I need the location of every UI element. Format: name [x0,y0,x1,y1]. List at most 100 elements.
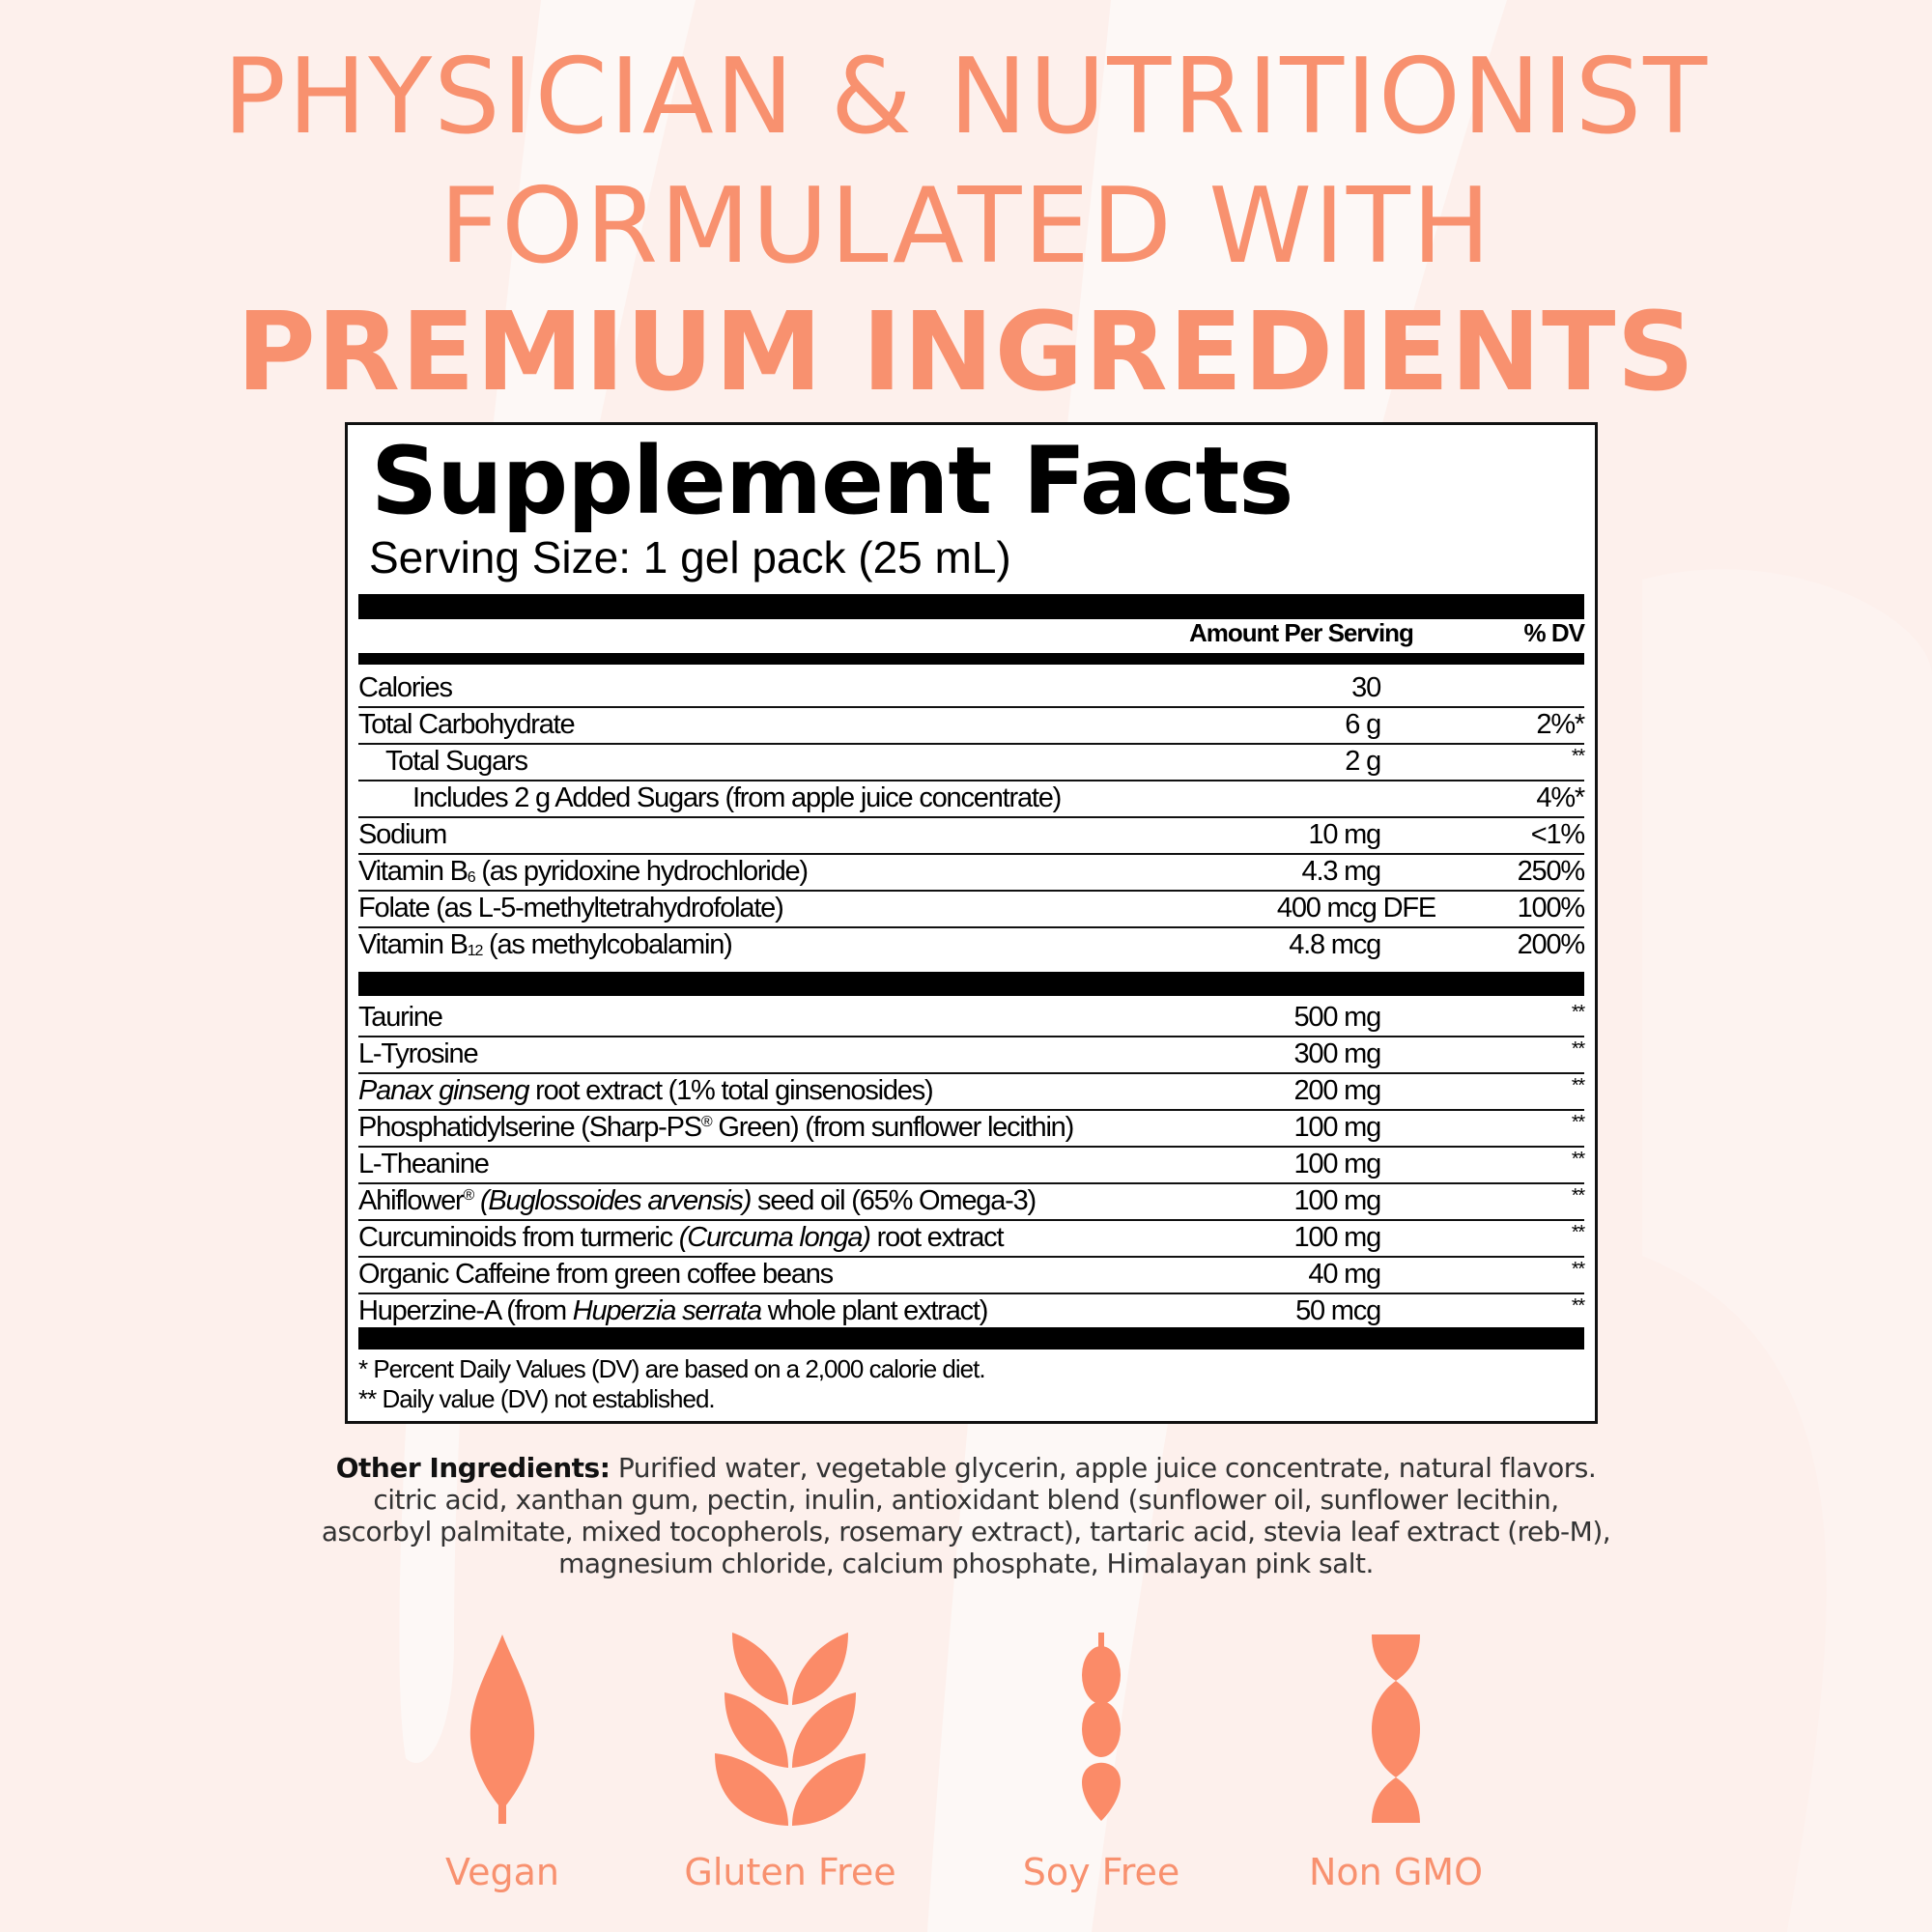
table-row: Curcuminoids from turmeric (Curcuma long… [358,1219,1585,1258]
badge-label: Soy Free [1022,1851,1180,1893]
table-row: Sodium 10 mg <1% [358,816,1585,855]
label-segment: ® [700,1114,713,1130]
row-label: Organic Caffeine from green coffee beans [358,1259,834,1291]
table-row: Vitamin B12 (as methylcobalamin) 4.8 mcg 2… [358,926,1586,963]
dna-helix-icon [1372,1634,1420,1823]
row-dv: ** [1571,1002,1585,1023]
row-dv: ** [1571,746,1585,767]
footnote-dv-not-established: ** Daily value (DV) not established. [358,1384,716,1413]
thick-divider [358,972,1584,996]
label-segment: Ahiflower [358,1185,465,1216]
leaf-icon [469,1634,535,1824]
row-amount: 4.3 mg [1301,856,1382,887]
row-label: L-Tyrosine [358,1038,479,1070]
row-label: Ahiflower® (Buglossoides arvensis) seed … [358,1185,1037,1217]
badge-label: Non GMO [1309,1851,1483,1893]
row-label: Panax ginseng root extract (1% total gin… [358,1075,934,1107]
table-row: Vitamin B6 (as pyridoxine hydrochloride)… [358,853,1585,892]
footnote-daily-values: * Percent Daily Values (DV) are based on… [358,1354,986,1383]
label-segment: 12 [467,943,484,959]
row-dv: ** [1571,1222,1585,1243]
header-amount-per-serving: Amount Per Serving [1189,618,1414,647]
badge-gluten-free: Gluten Free [665,1633,916,1893]
badge-label: Gluten Free [684,1851,896,1893]
row-amount: 6 g [1345,709,1381,740]
thick-divider [358,594,1584,619]
row-amount: 2 g [1345,746,1381,777]
row-dv: 2%* [1536,709,1585,740]
row-amount: 400 mcg DFE [1276,893,1436,923]
label-segment: Huperzine-A (from [358,1295,573,1326]
row-dv: ** [1571,1149,1585,1170]
row-dv: ** [1571,1038,1585,1060]
label-segment: Sodium [358,819,447,850]
table-row: Total Carbohydrate 6 g 2%* [358,706,1585,745]
row-label: Total Carbohydrate [358,709,576,741]
badge-vegan: Vegan [377,1633,628,1893]
soybean-pod-icon [1082,1633,1121,1821]
serving-size: Serving Size: 1 gel pack (25 mL) [369,532,1011,582]
headline-line-2: FORMULATED WITH [439,166,1493,287]
headline-line-1: PHYSICIAN & NUTRITIONIST [222,37,1710,157]
wheat-icon [715,1633,866,1826]
label-segment: L-Tyrosine [358,1038,479,1069]
other-ingredients: Other Ingredients: Purified water, veget… [319,1452,1613,1579]
row-label: Vitamin B6 (as pyridoxine hydrochloride) [358,856,809,888]
row-amount: 40 mg [1308,1259,1381,1290]
row-dv: <1% [1530,819,1585,850]
row-label: Folate (as L-5-methyltetrahydrofolate) [358,893,784,924]
label-segment: Green) (from sunflower lecithin) [711,1112,1074,1143]
medium-divider [358,653,1584,665]
row-amount: 300 mg [1293,1038,1381,1069]
label-segment: Total Sugars [385,746,528,777]
badge-non-gmo: Non GMO [1270,1633,1521,1893]
label-segment: seed oil (65% Omega-3) [751,1185,1037,1216]
table-row: Huperzine-A (from Huperzia serrata whole… [358,1293,1585,1329]
row-amount: 10 mg [1308,819,1381,850]
table-row: Ahiflower® (Buglossoides arvensis) seed … [358,1182,1585,1221]
label-segment: Taurine [358,1002,443,1033]
label-segment: (Curcuma longa) [678,1222,871,1253]
row-dv: 100% [1517,893,1586,923]
row-label: L-Theanine [358,1149,490,1180]
label-segment: Phosphatidylserine (Sharp-PS [358,1112,702,1143]
badge-soy-free: Soy Free [976,1633,1227,1893]
label-segment: (Buglossoides arvensis) [479,1185,752,1216]
row-label: Total Sugars [385,746,528,778]
label-segment: (as pyridoxine hydrochloride) [474,856,809,887]
label-segment: L-Theanine [358,1149,490,1179]
table-row: Total Sugars 2 g ** [358,743,1585,781]
row-dv: ** [1571,1075,1585,1096]
row-label: Huperzine-A (from Huperzia serrata whole… [358,1295,989,1327]
row-amount: 100 mg [1293,1149,1381,1179]
table-row: Organic Caffeine from green coffee beans… [358,1256,1585,1294]
row-label: Vitamin B12 (as methylcobalamin) [358,929,733,961]
row-dv: ** [1571,1295,1585,1317]
row-label: Curcuminoids from turmeric (Curcuma long… [358,1222,1004,1254]
label-segment: Calories [358,672,453,703]
row-label: Phosphatidylserine (Sharp-PS® Green) (fr… [358,1112,1074,1144]
header-percent-dv: % DV [1523,618,1585,647]
row-amount: 100 mg [1293,1185,1381,1216]
row-amount: 50 mcg [1295,1295,1381,1326]
table-row: Panax ginseng root extract (1% total gin… [358,1072,1585,1111]
table-row: Includes 2 g Added Sugars (from apple ju… [358,780,1585,818]
row-dv: 200% [1517,929,1586,960]
label-segment: Folate (as L-5-methyltetrahydrofolate) [358,893,784,923]
label-segment: whole plant extract) [760,1295,989,1326]
row-amount: 100 mg [1293,1222,1381,1253]
row-label: Taurine [358,1002,443,1034]
table-row: Taurine 500 mg ** [358,999,1585,1037]
headline-line-3: PREMIUM INGREDIENTS [236,290,1696,415]
supplement-facts-title: Supplement Facts [371,427,1293,535]
label-segment: Panax ginseng [358,1075,529,1106]
row-amount: 500 mg [1293,1002,1381,1033]
label-segment: (as methylcobalamin) [482,929,733,960]
other-ingredients-label: Other Ingredients: [335,1452,611,1484]
row-dv: 4%* [1536,782,1585,813]
row-amount: 4.8 mcg [1289,929,1381,960]
table-row: Folate (as L-5-methyltetrahydrofolate) 40… [358,890,1586,928]
label-segment: Curcuminoids from turmeric [358,1222,679,1253]
row-dv: ** [1571,1112,1585,1133]
table-row: Calories 30 [358,669,1584,708]
